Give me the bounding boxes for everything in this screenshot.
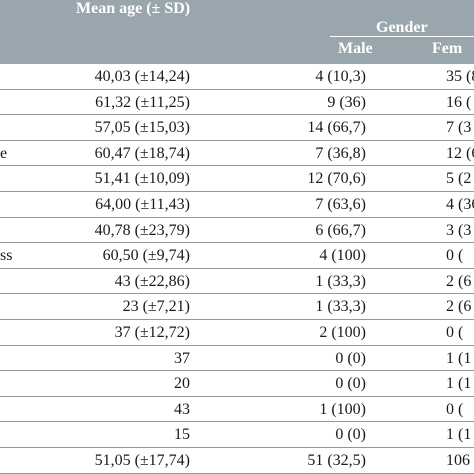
male-cell: 14 (66,7) xyxy=(307,119,366,137)
gender-divider xyxy=(330,36,474,37)
female-cell: 3 (3 xyxy=(446,221,472,239)
mean-age-cell: 51,41 (±10,09) xyxy=(94,170,190,188)
female-header: Fem xyxy=(432,40,463,57)
mean-age-cell: 57,05 (±15,03) xyxy=(94,119,190,137)
table-row: 57,05 (±15,03) 14 (66,7) 7 (3 xyxy=(0,115,474,141)
mean-age-cell: 61,32 (±11,25) xyxy=(95,93,190,111)
male-cell: 7 (36,8) xyxy=(315,144,366,162)
female-cell: 12 (6 xyxy=(446,144,474,162)
male-cell: 2 (100) xyxy=(319,323,366,341)
row-label: ss xyxy=(0,247,13,265)
female-cell: 5 (2 xyxy=(446,170,472,188)
mean-age-cell: 43 (±22,86) xyxy=(114,272,190,290)
table-row: 20 0 (0) 1 (1 xyxy=(0,371,474,397)
table-row: 23 (±7,21) 1 (33,3) 2 (6 xyxy=(0,294,474,320)
male-cell: 0 (0) xyxy=(335,375,366,393)
table-row: 64,00 (±11,43) 7 (63,6) 4 (36 xyxy=(0,192,474,218)
male-cell: 12 (70,6) xyxy=(307,170,366,188)
table-row: ss 60,50 (±9,74) 4 (100) 0 ( xyxy=(0,243,474,269)
male-header: Male xyxy=(338,40,373,57)
mean-age-cell: 43 xyxy=(174,400,190,418)
female-cell: 2 (6 xyxy=(446,272,472,290)
table-row: 40,78 (±23,79) 6 (66,7) 3 (3 xyxy=(0,218,474,244)
mean-age-cell: 60,47 (±18,74) xyxy=(94,144,190,162)
table-row: 51,05 (±17,74) 51 (32,5) 106 ( xyxy=(0,448,474,474)
mean-age-cell: 20 xyxy=(174,375,190,393)
female-cell: 16 ( xyxy=(446,93,472,111)
mean-age-cell: 64,00 (±11,43) xyxy=(95,195,190,213)
table-row: 43 1 (100) 0 ( xyxy=(0,397,474,423)
female-cell: 2 (6 xyxy=(446,298,472,316)
gender-header: Gender xyxy=(376,19,428,36)
mean-age-cell: 51,05 (±17,74) xyxy=(94,451,190,469)
table-header: Mean age (± SD) Gender Male Fem xyxy=(0,0,474,64)
female-cell: 1 (1 xyxy=(446,426,472,444)
mean-age-cell: 37 xyxy=(174,349,190,367)
table-row: 61,32 (±11,25) 9 (36) 16 ( xyxy=(0,90,474,116)
female-cell: 1 (1 xyxy=(446,375,472,393)
mean-age-cell: 60,50 (±9,74) xyxy=(102,247,190,265)
female-cell: 0 ( xyxy=(446,400,464,418)
table-row: 43 (±22,86) 1 (33,3) 2 (6 xyxy=(0,269,474,295)
table-row: 37 (±12,72) 2 (100) 0 ( xyxy=(0,320,474,346)
female-cell: 1 (1 xyxy=(446,349,472,367)
mean-age-cell: 40,78 (±23,79) xyxy=(94,221,190,239)
mean-age-cell: 23 (±7,21) xyxy=(122,298,190,316)
male-cell: 1 (33,3) xyxy=(315,272,366,290)
male-cell: 4 (100) xyxy=(319,247,366,265)
table-row: 40,03 (±14,24) 4 (10,3) 35 (8 xyxy=(0,64,474,90)
female-cell: 0 ( xyxy=(446,323,464,341)
mean-age-cell: 15 xyxy=(174,426,190,444)
female-cell: 106 ( xyxy=(446,451,474,469)
table-row: e 60,47 (±18,74) 7 (36,8) 12 (6 xyxy=(0,141,474,167)
male-cell: 9 (36) xyxy=(327,93,366,111)
male-cell: 6 (66,7) xyxy=(315,221,366,239)
table-row: 15 0 (0) 1 (1 xyxy=(0,422,474,448)
female-cell: 4 (36 xyxy=(446,195,474,213)
mean-age-cell: 37 (±12,72) xyxy=(114,323,190,341)
female-cell: 7 (3 xyxy=(446,119,472,137)
male-cell: 0 (0) xyxy=(335,349,366,367)
female-cell: 0 ( xyxy=(446,247,464,265)
male-cell: 4 (10,3) xyxy=(315,68,366,85)
male-cell: 51 (32,5) xyxy=(307,451,366,469)
female-cell: 35 (8 xyxy=(446,68,474,85)
row-label: e xyxy=(0,144,8,162)
table-row: 37 0 (0) 1 (1 xyxy=(0,346,474,372)
male-cell: 7 (63,6) xyxy=(315,195,366,213)
male-cell: 1 (33,3) xyxy=(315,298,366,316)
mean-age-cell: 40,03 (±14,24) xyxy=(94,68,190,85)
male-cell: 0 (0) xyxy=(335,426,366,444)
mean-age-header: Mean age (± SD) xyxy=(76,0,191,17)
male-cell: 1 (100) xyxy=(319,400,366,418)
table-body: 40,03 (±14,24) 4 (10,3) 35 (8 61,32 (±11,25… xyxy=(0,64,474,474)
table-row: 51,41 (±10,09) 12 (70,6) 5 (2 xyxy=(0,166,474,192)
